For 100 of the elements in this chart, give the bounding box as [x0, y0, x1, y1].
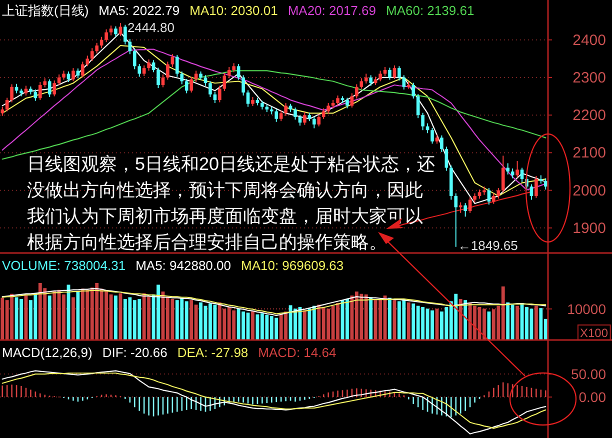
y-tick-label: 0.00 — [578, 389, 606, 406]
candlestick — [66, 70, 70, 82]
candlestick — [274, 108, 278, 122]
candlestick — [218, 85, 222, 103]
candlestick — [388, 67, 392, 80]
annotation: ←1849.65 — [458, 238, 518, 253]
candlestick — [516, 160, 519, 178]
annotation: 没做出方向性选择，预计下周将会确认方向，因此 — [27, 180, 423, 200]
candlestick — [496, 188, 500, 200]
candlestick — [5, 97, 9, 112]
candlestick — [109, 25, 113, 36]
candlestick — [520, 167, 524, 183]
candlestick — [369, 74, 372, 86]
bar — [458, 298, 462, 340]
chart-title: 上证指数(日线) — [2, 3, 89, 18]
candlestick — [194, 70, 198, 82]
bar — [487, 312, 491, 340]
candlestick — [62, 70, 66, 80]
y-tick-label: 2200 — [572, 107, 606, 124]
candlestick — [176, 54, 179, 78]
y-tick-label: 1900 — [572, 220, 606, 237]
candlestick — [421, 112, 424, 131]
candlestick — [378, 70, 382, 82]
candlestick — [360, 78, 364, 90]
candlestick — [326, 102, 330, 114]
text: DEA: -27.98 — [177, 345, 248, 360]
candlestick — [138, 63, 142, 78]
candlestick — [279, 110, 283, 122]
candlestick — [501, 155, 505, 194]
series-label: DIF: -20.66 — [102, 345, 168, 360]
bar — [406, 302, 410, 340]
candlestick — [227, 66, 231, 79]
candlestick — [336, 95, 340, 106]
candlestick — [10, 84, 14, 103]
candlestick — [534, 176, 538, 198]
candlestick — [346, 97, 349, 109]
candlestick — [76, 68, 80, 79]
text: MACD: 14.64 — [258, 345, 336, 360]
candlestick — [52, 80, 56, 97]
candlestick — [303, 112, 306, 126]
y-tick-label: 2400 — [572, 32, 606, 49]
candlestick — [124, 24, 127, 45]
candlestick — [184, 78, 188, 94]
candlestick — [180, 70, 184, 85]
candlestick — [392, 64, 396, 80]
bar — [516, 306, 519, 340]
candlestick — [152, 60, 156, 73]
candlestick — [473, 192, 476, 203]
candlestick — [468, 196, 472, 214]
candlestick — [544, 178, 548, 190]
candlestick — [156, 67, 160, 89]
candlestick — [104, 28, 108, 43]
candlestick — [317, 114, 321, 127]
annotation: 日线图观察，5日线和20日线还是处于粘合状态，还 — [27, 154, 436, 174]
y-tick-label: 2000 — [572, 182, 606, 200]
candlestick — [208, 80, 212, 98]
bar — [251, 312, 254, 340]
candlestick — [312, 116, 316, 129]
text: X100 — [580, 326, 608, 340]
candlestick — [147, 58, 150, 72]
candlestick — [506, 162, 510, 176]
bar — [303, 310, 306, 340]
series-label: MA5: 2022.79 — [98, 3, 180, 18]
annotation: 2444.80 — [127, 20, 174, 36]
y-tick-label: 2300 — [572, 69, 606, 86]
candlestick — [170, 54, 174, 68]
candlestick — [440, 134, 444, 152]
candlestick — [492, 192, 496, 204]
candlestick — [81, 61, 84, 78]
bar — [388, 298, 392, 340]
text: MA60: 2139.61 — [386, 3, 474, 18]
candlestick — [72, 68, 75, 82]
bar — [114, 296, 118, 340]
text: MA10: 969609.63 — [240, 258, 344, 273]
y-tick-label: 50.00 — [570, 366, 606, 382]
candlestick — [232, 62, 236, 73]
candlestick — [48, 78, 52, 98]
candlestick — [38, 81, 42, 101]
text: 10000 — [567, 300, 606, 317]
series-label: VOLUME: 738004.31 — [2, 258, 126, 273]
candlestick — [242, 74, 245, 96]
bar — [48, 296, 52, 340]
candlestick — [355, 84, 358, 100]
candlestick — [43, 78, 47, 88]
candlestick — [412, 82, 416, 100]
candlestick — [322, 108, 326, 120]
candlestick — [166, 61, 170, 80]
candlestick — [114, 26, 118, 38]
candlestick — [190, 76, 193, 94]
candlestick — [510, 168, 514, 179]
candlestick — [402, 74, 406, 90]
bar — [369, 297, 373, 340]
candlestick — [430, 127, 434, 144]
candlestick — [128, 38, 132, 55]
candlestick — [161, 74, 165, 88]
candlestick — [86, 55, 90, 67]
candlestick — [464, 202, 467, 218]
candlestick — [435, 134, 439, 144]
candlestick — [251, 96, 254, 107]
candlestick — [95, 42, 98, 54]
